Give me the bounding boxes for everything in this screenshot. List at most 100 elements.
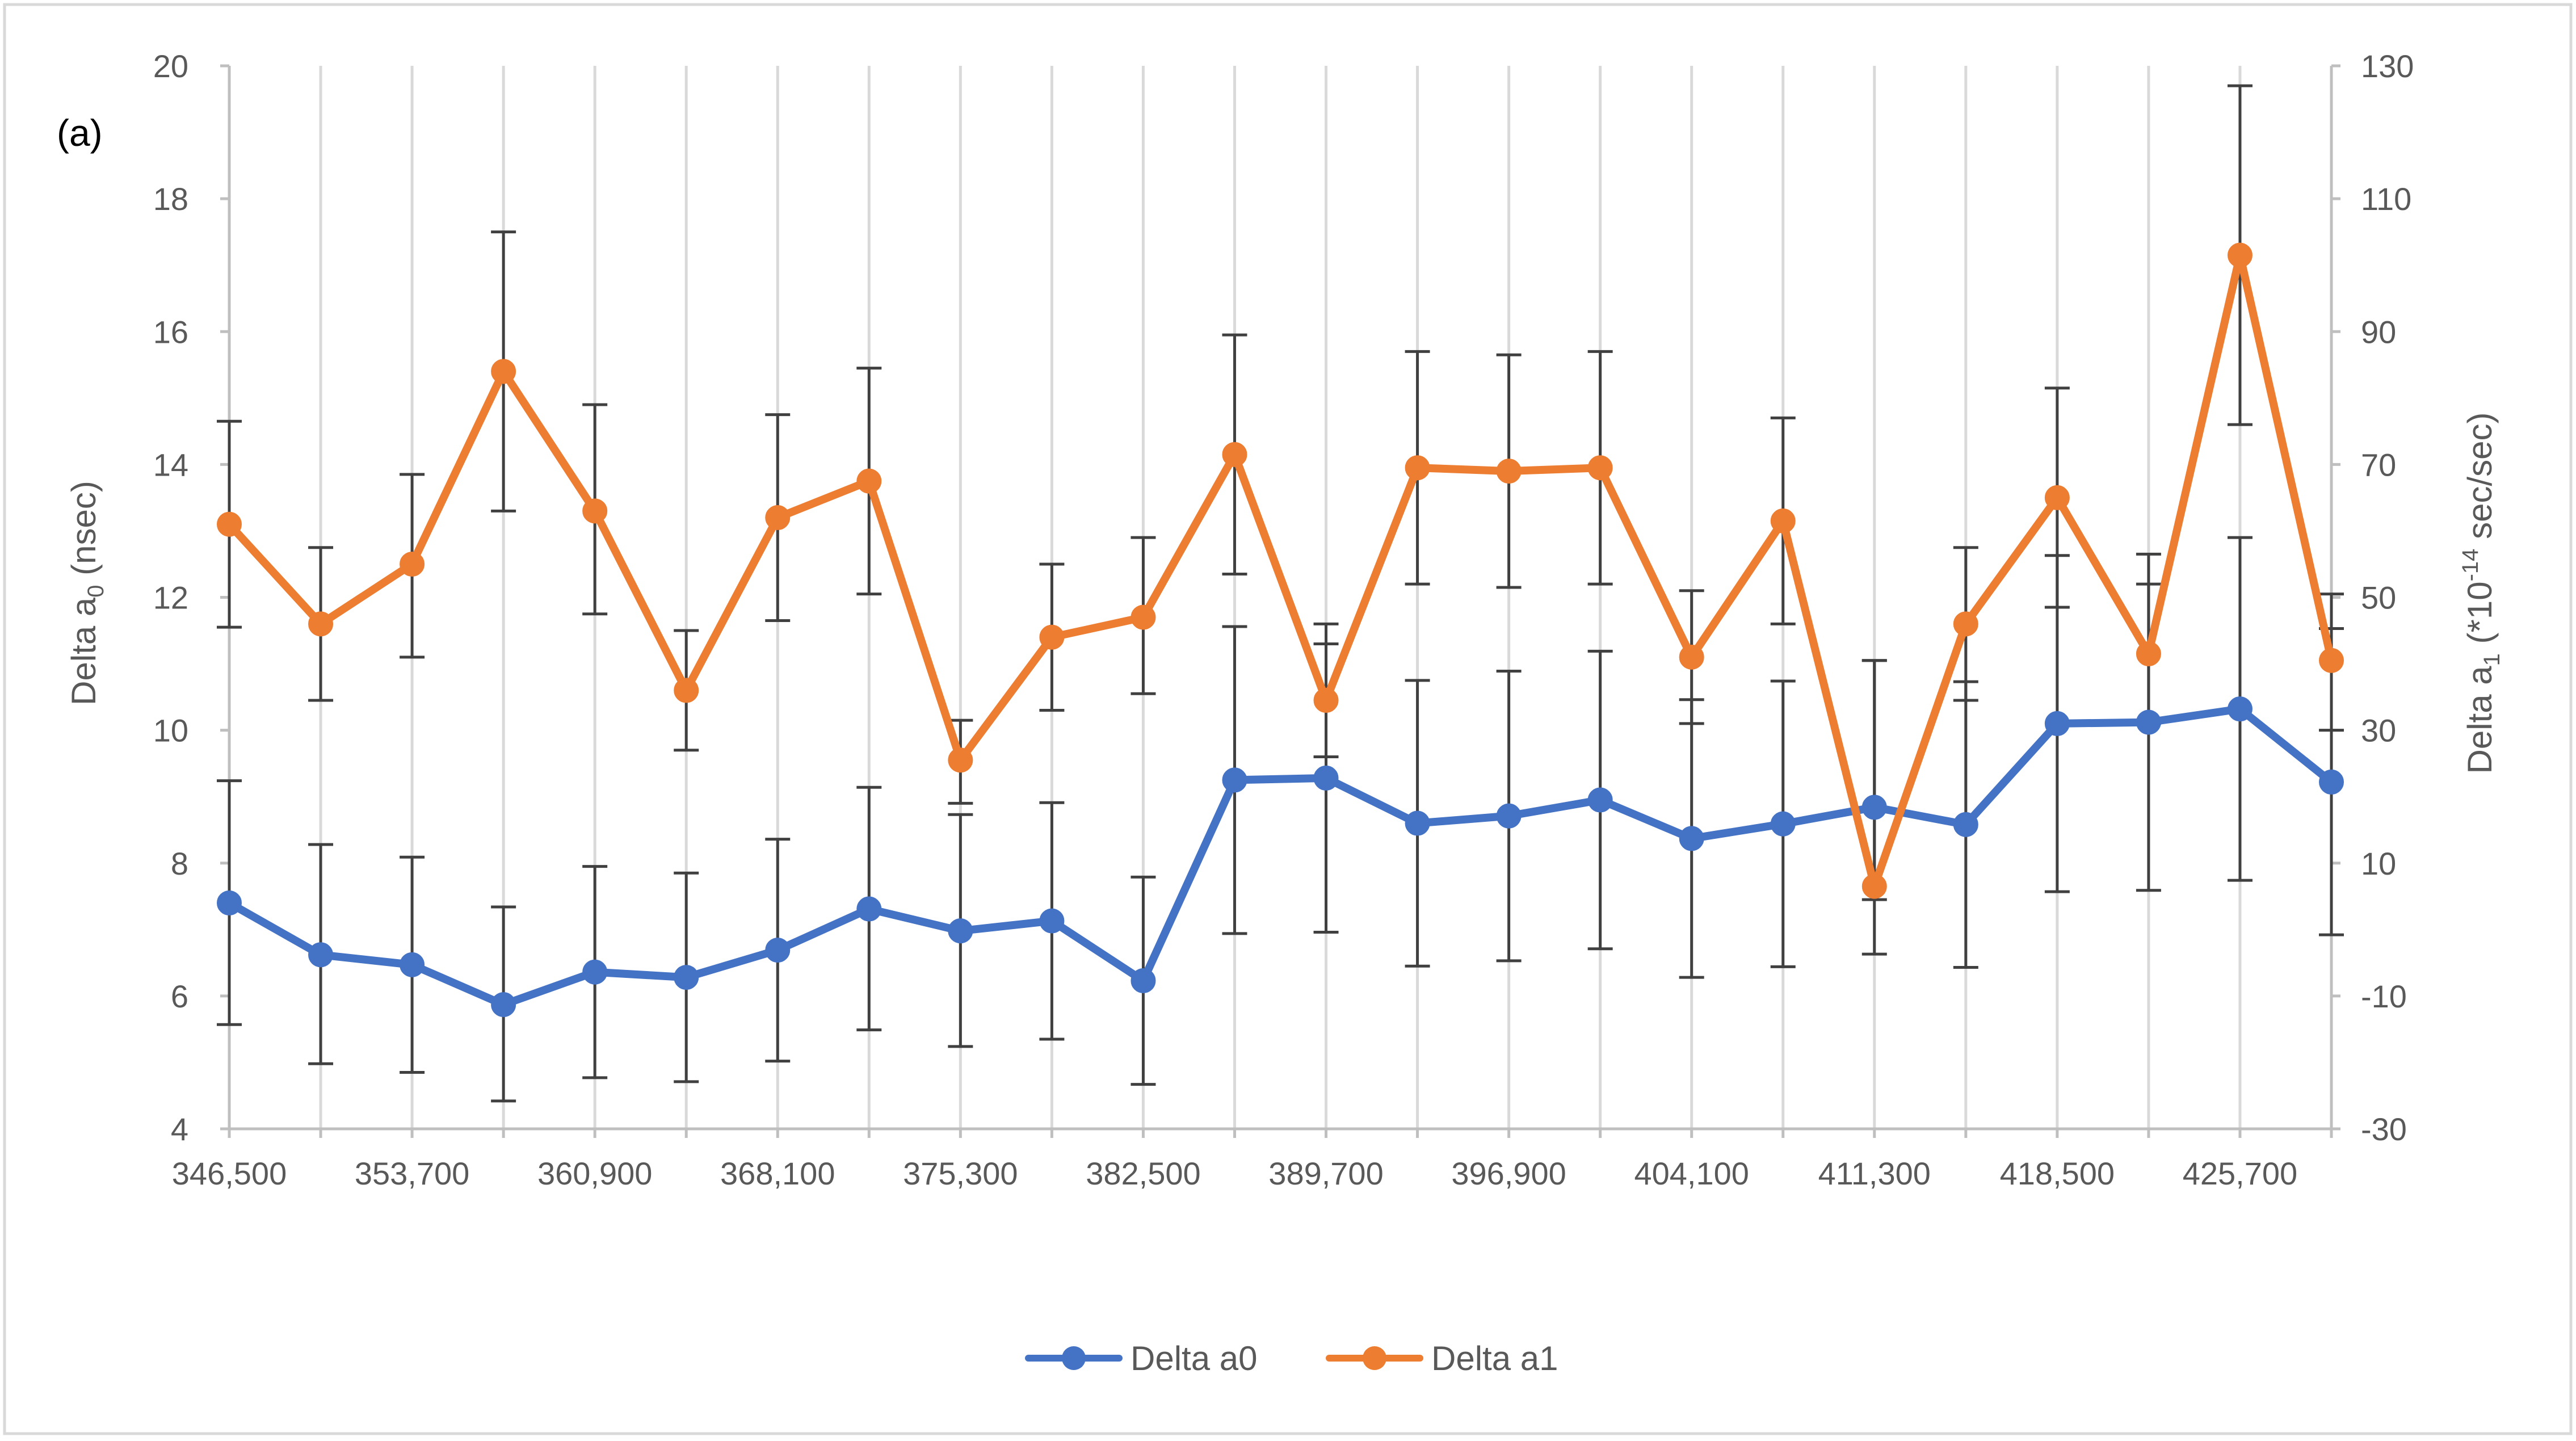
right-axis-tick-label: -10 [2361, 978, 2407, 1014]
data-point-delta-a1 [1039, 624, 1065, 650]
x-axis-tick-label: 411,300 [1818, 1156, 1931, 1191]
data-point-delta-a0 [217, 890, 242, 915]
data-point-delta-a1 [2136, 641, 2161, 667]
x-axis-tick-label: 360,900 [537, 1156, 652, 1191]
right-axis-tick-label: 10 [2361, 846, 2396, 881]
right-axis-title-sub: 1 [2480, 653, 2504, 666]
data-point-delta-a0 [1679, 826, 1704, 851]
data-point-delta-a1 [674, 678, 699, 703]
data-point-delta-a1 [308, 611, 334, 637]
data-point-delta-a0 [1222, 767, 1247, 793]
data-point-delta-a0 [582, 959, 608, 985]
data-point-delta-a1 [400, 551, 425, 577]
data-point-delta-a0 [1861, 795, 1887, 820]
data-point-delta-a1 [1222, 442, 1247, 467]
data-point-delta-a0 [1496, 803, 1522, 829]
series-line-delta-a0 [225, 705, 2335, 1009]
right-axis-title: Delta a1 (*10-14 sec/sec) [2458, 413, 2504, 774]
data-point-delta-a0 [1313, 765, 1339, 791]
data-point-delta-a0 [948, 918, 973, 944]
data-point-delta-a0 [1405, 810, 1430, 836]
data-point-delta-a1 [582, 498, 608, 524]
data-point-delta-a1 [1405, 455, 1430, 481]
right-axis-tick-label: 130 [2361, 48, 2414, 84]
data-point-delta-a1 [2319, 648, 2344, 673]
data-point-delta-a0 [2136, 709, 2161, 735]
labels: (a) Delta a0 (nsec) Delta a1 (*10-14 sec… [57, 112, 2504, 774]
x-axis-tick-label: 396,900 [1451, 1156, 1566, 1191]
left-axis-title-sub: 0 [83, 585, 108, 598]
right-axis-tick-label: 30 [2361, 713, 2396, 749]
left-axis-tick-label: 16 [153, 314, 188, 350]
data-point-delta-a0 [308, 942, 334, 968]
left-axis-title: Delta a0 (nsec) [65, 481, 108, 705]
data-point-delta-a1 [491, 359, 516, 384]
right-axis-tick-label: 90 [2361, 314, 2396, 350]
data-point-delta-a1 [1770, 508, 1796, 533]
data-point-delta-a0 [856, 896, 882, 922]
data-point-delta-a0 [1953, 812, 1978, 837]
series [217, 242, 2344, 1018]
data-point-delta-a0 [1770, 811, 1796, 837]
data-point-delta-a1 [1587, 455, 1613, 481]
data-point-delta-a1 [2044, 485, 2070, 510]
left-axis-tick-label: 6 [171, 978, 188, 1014]
left-axis-tick-label: 14 [153, 447, 188, 482]
x-axis-tick-label: 418,500 [2000, 1156, 2115, 1191]
data-point-delta-a0 [2319, 769, 2344, 795]
legend: Delta a0 Delta a1 [1025, 1339, 1558, 1377]
data-point-delta-a1 [1313, 687, 1339, 713]
data-point-delta-a1 [948, 747, 973, 773]
data-point-delta-a1 [217, 511, 242, 537]
x-axis-tick-label: 382,500 [1086, 1156, 1200, 1191]
x-axis-tick-label: 353,700 [355, 1156, 469, 1191]
right-axis-tick-label: 110 [2361, 181, 2411, 217]
data-point-delta-a0 [765, 938, 791, 963]
left-axis-tick-label: 10 [153, 713, 188, 749]
left-axis-tick-label: 18 [153, 181, 188, 217]
data-point-delta-a1 [1861, 873, 1887, 899]
data-point-delta-a1 [1496, 459, 1522, 484]
data-point-delta-a1 [1131, 604, 1156, 630]
data-point-delta-a0 [2044, 711, 2070, 736]
left-axis-tick-label: 12 [153, 580, 188, 616]
data-point-delta-a1 [765, 505, 791, 531]
data-point-delta-a1 [856, 468, 882, 494]
left-axis-tick-label: 8 [171, 846, 188, 881]
left-axis-title-base: Delta a [65, 597, 103, 705]
right-axis-tick-label: -30 [2361, 1111, 2407, 1147]
data-point-delta-a0 [2227, 696, 2253, 722]
data-point-delta-a0 [491, 992, 516, 1018]
left-axis-title-suffix: (nsec) [65, 481, 103, 585]
right-axis-title-base: Delta a [2461, 666, 2499, 774]
data-point-delta-a1 [1679, 644, 1704, 670]
left-axis-tick-label: 4 [171, 1111, 188, 1147]
data-point-delta-a0 [1587, 787, 1613, 813]
data-point-delta-a0 [400, 952, 425, 977]
series-line-delta-a1 [225, 251, 2335, 890]
right-axis-tick-label: 70 [2361, 447, 2396, 482]
panel-label: (a) [57, 112, 103, 154]
legend-item-delta-a1[interactable]: Delta a1 [1326, 1339, 1558, 1377]
right-axis-title-sup: -14 [2458, 549, 2483, 582]
x-axis-tick-label: 375,300 [903, 1156, 1018, 1191]
axes: 4 6 8 10 12 14 16 18 20 -30 -10 10 30 50 70 90 110 130 346… [153, 48, 2414, 1191]
x-axis-tick-label: 425,700 [2183, 1156, 2297, 1191]
x-axis-tick-label: 389,700 [1268, 1156, 1383, 1191]
data-point-delta-a1 [2227, 242, 2253, 268]
legend-item-delta-a0[interactable]: Delta a0 [1025, 1339, 1257, 1377]
x-axis-tick-label: 368,100 [720, 1156, 835, 1191]
right-axis-title-mid: (*10 [2461, 581, 2499, 653]
left-axis-tick-label: 20 [153, 48, 188, 84]
data-point-delta-a1 [1953, 611, 1978, 637]
legend-label-delta-a1: Delta a1 [1431, 1339, 1558, 1377]
x-axis-tick-label: 404,100 [1634, 1156, 1749, 1191]
data-point-delta-a0 [1039, 908, 1065, 934]
data-point-delta-a0 [674, 965, 699, 990]
legend-label-delta-a0: Delta a0 [1131, 1339, 1257, 1377]
right-axis-tick-label: 50 [2361, 580, 2396, 616]
x-axis-tick-label: 346,500 [172, 1156, 287, 1191]
legend-swatch-marker-delta-a1 [1363, 1346, 1386, 1370]
